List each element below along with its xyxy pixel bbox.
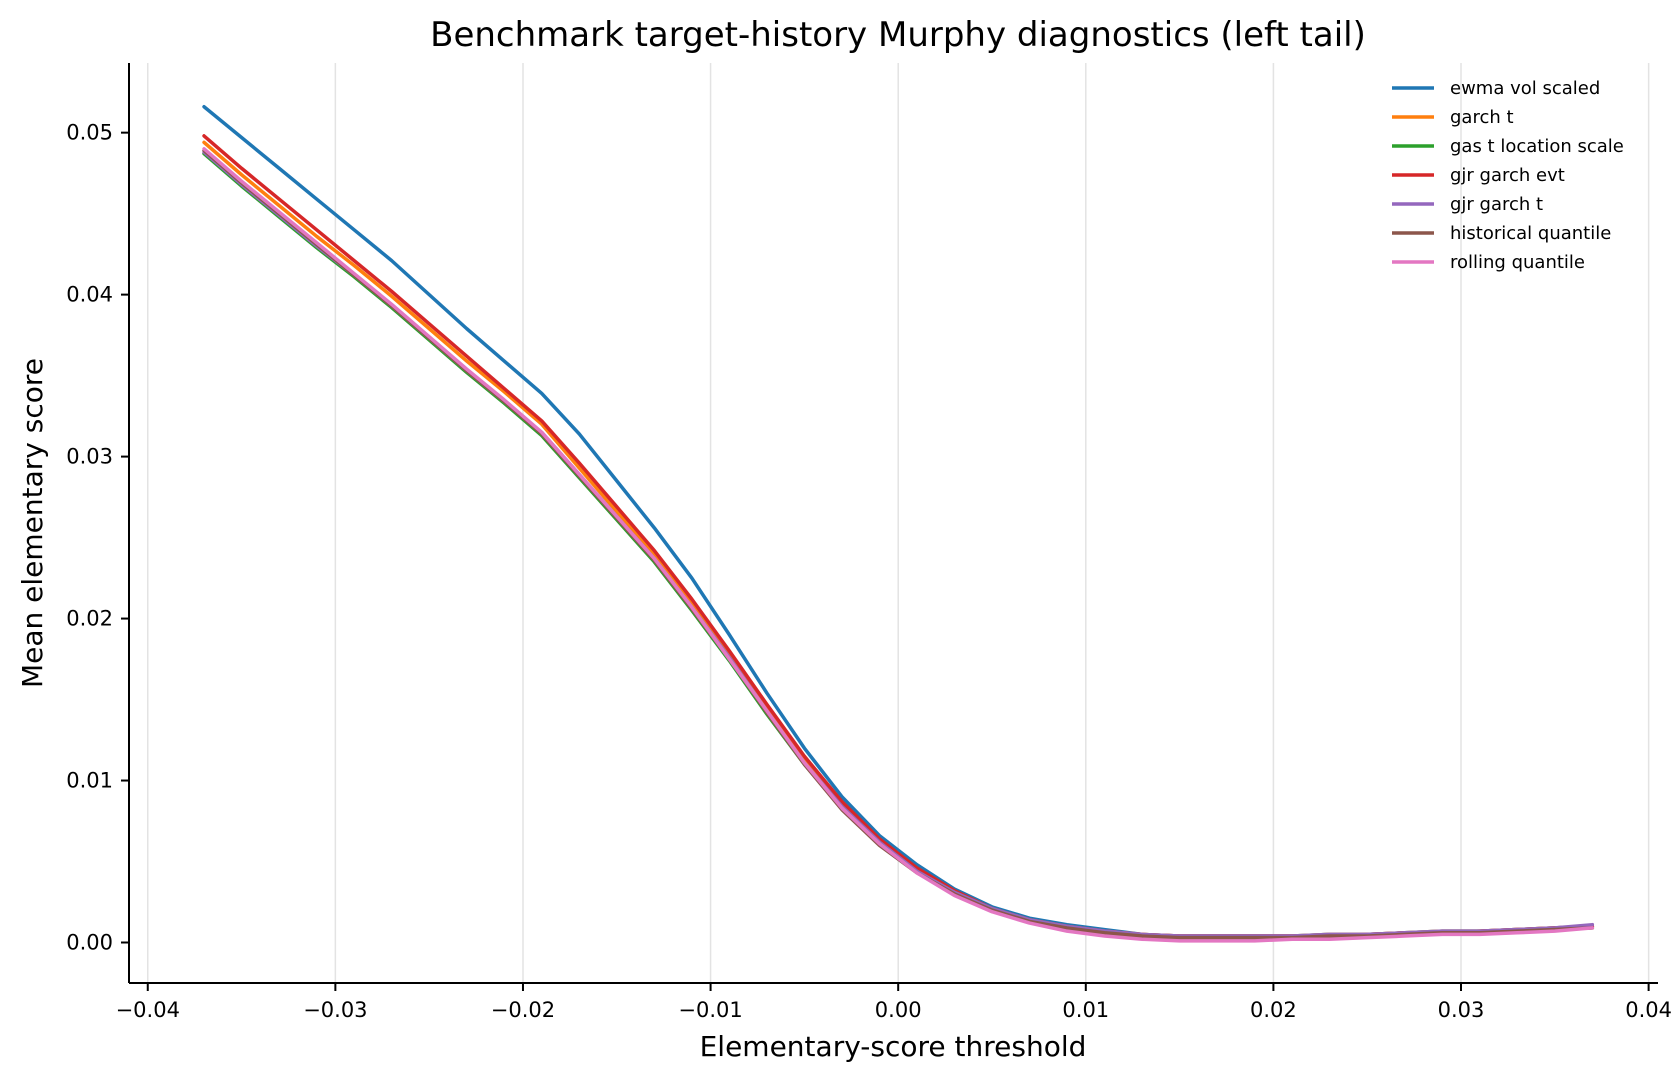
series-line-rolling-quantile (202, 147, 1595, 943)
chart-title: Benchmark target-history Murphy diagnost… (430, 15, 1366, 55)
x-tick-label: −0.03 (303, 998, 367, 1022)
legend-label-ewma-vol-scaled: ewma vol scaled (1450, 78, 1600, 99)
legend-label-rolling-quantile: rolling quantile (1450, 252, 1585, 273)
x-tick-label: 0.04 (1625, 998, 1672, 1022)
legend-label-garch-t: garch t (1450, 107, 1514, 128)
x-tick-label: 0.03 (1438, 998, 1485, 1022)
y-axis-label: Mean elementary score (16, 358, 49, 688)
x-tick-label: 0.02 (1250, 998, 1297, 1022)
y-tick-label: 0.02 (66, 607, 113, 631)
x-tick-label: 0.00 (875, 998, 922, 1022)
x-tick-label: −0.01 (678, 998, 742, 1022)
y-tick-label: 0.00 (66, 931, 113, 955)
y-tick-label: 0.05 (66, 121, 113, 145)
series-lines (202, 104, 1595, 943)
axes (128, 63, 1658, 984)
x-tick-label: −0.02 (491, 998, 555, 1022)
y-tick-label: 0.03 (66, 445, 113, 469)
y-tick-label: 0.01 (66, 769, 113, 793)
x-tick-label: 0.01 (1062, 998, 1109, 1022)
legend: ewma vol scaled garch t gas t location sca… (1392, 78, 1624, 273)
gridlines (147, 63, 1650, 983)
legend-label-gas-t-location-scale: gas t location scale (1450, 136, 1624, 157)
legend-label-gjr-garch-evt: gjr garch evt (1450, 165, 1565, 186)
y-tick-label: 0.04 (66, 283, 113, 307)
y-axis-ticks: 0.00 0.01 0.02 0.03 0.04 0.05 (66, 121, 129, 955)
x-axis-ticks: −0.04 −0.03 −0.02 −0.01 0.00 0.01 0.02 0.03 0.04 (116, 983, 1672, 1022)
legend-label-gjr-garch-t: gjr garch t (1450, 194, 1543, 215)
x-axis-label: Elementary-score threshold (700, 1030, 1087, 1063)
legend-label-historical-quantile: historical quantile (1450, 223, 1611, 244)
x-tick-label: −0.04 (116, 998, 180, 1022)
